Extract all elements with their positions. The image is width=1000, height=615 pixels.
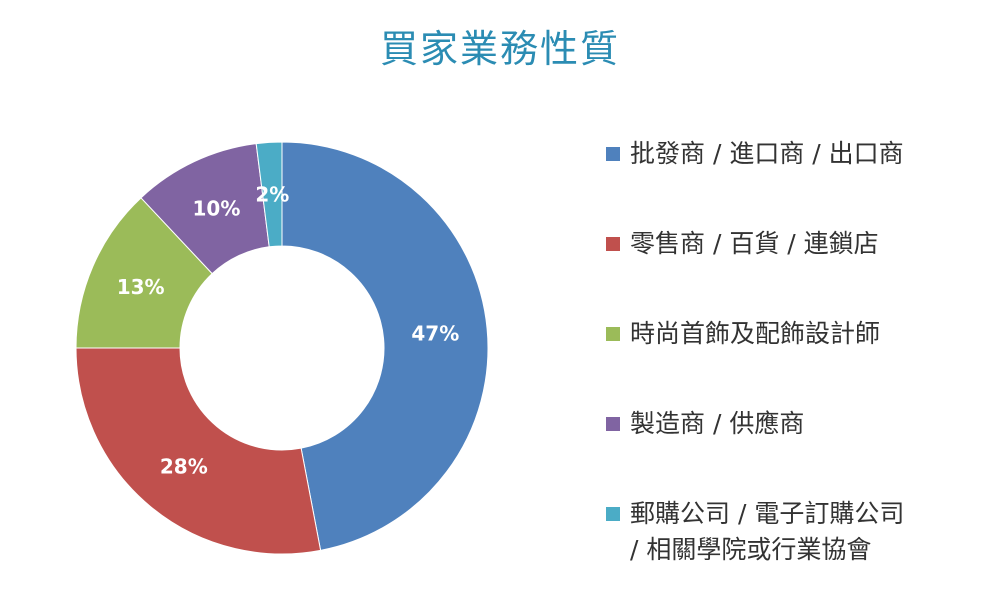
legend-label-line: 製造商 / 供應商 [630,409,805,438]
legend-label-5: 郵購公司 / 電子訂購公司 / 相關學院或行業協會 [630,496,990,568]
legend-label-line: 批發商 / 進口商 / 出口商 [630,139,904,168]
legend-label-3: 時尚首飾及配飾設計師 [630,316,990,352]
slice-value-label-4: 10% [192,197,240,221]
slice-value-label-2: 28% [160,455,208,479]
legend-swatch-5 [606,507,620,521]
legend-label-line: / 相關學院或行業協會 [630,535,872,564]
legend-label-line: 時尚首飾及配飾設計師 [630,319,881,348]
legend-label-line: 零售商 / 百貨 / 連鎖店 [630,229,879,258]
legend-label-1: 批發商 / 進口商 / 出口商 [630,136,990,172]
legend-label-2: 零售商 / 百貨 / 連鎖店 [630,226,990,262]
slice-value-label-1: 47% [411,322,459,346]
legend-swatch-2 [606,237,620,251]
donut-slice-2 [75,347,322,555]
donut-slice-3 [75,197,213,349]
legend-label-line: 郵購公司 / 電子訂購公司 [630,499,905,528]
donut-slice-1 [281,141,489,551]
legend-label-4: 製造商 / 供應商 [630,406,990,442]
slice-value-label-5: 2% [255,182,289,206]
legend-swatch-1 [606,147,620,161]
slice-value-label-3: 13% [117,275,165,299]
legend-swatch-4 [606,417,620,431]
legend-swatch-3 [606,327,620,341]
donut-slice-5 [255,141,283,248]
chart-title: 買家業務性質 [379,27,620,71]
